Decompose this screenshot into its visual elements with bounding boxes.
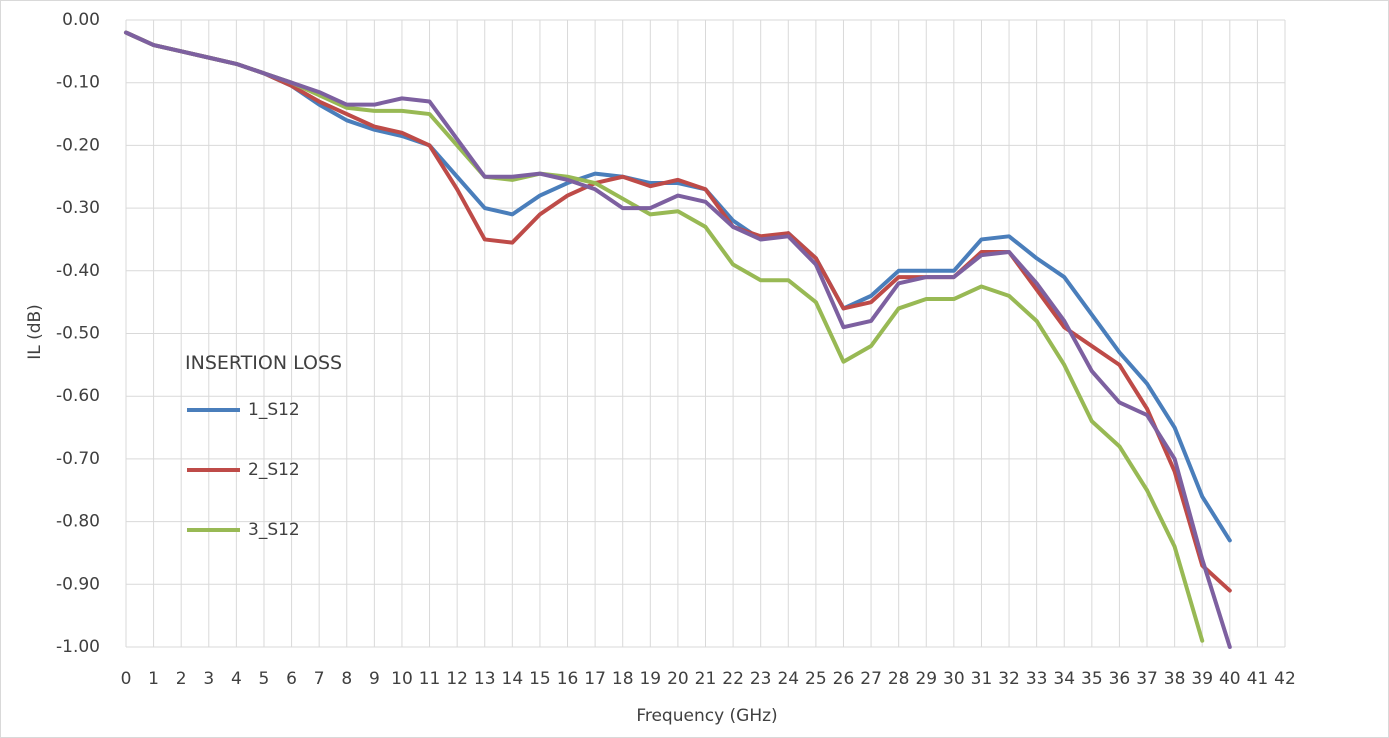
x-tick-label: 20 bbox=[667, 669, 689, 689]
x-tick-label: 13 bbox=[474, 669, 496, 689]
x-tick-label: 42 bbox=[1274, 669, 1296, 689]
x-tick-label: 32 bbox=[998, 669, 1020, 689]
x-tick-label: 31 bbox=[971, 669, 993, 689]
x-tick-label: 40 bbox=[1219, 669, 1241, 689]
y-tick-label: -1.00 bbox=[56, 637, 100, 657]
x-tick-label: 9 bbox=[369, 669, 380, 689]
x-tick-label: 15 bbox=[529, 669, 551, 689]
y-tick-label: 0.00 bbox=[62, 10, 100, 30]
legend-label: 1_S12 bbox=[248, 400, 300, 420]
y-tick-label: -0.80 bbox=[56, 512, 100, 532]
x-tick-label: 24 bbox=[777, 669, 799, 689]
x-tick-label: 25 bbox=[805, 669, 827, 689]
y-tick-label: -0.70 bbox=[56, 449, 100, 469]
grid bbox=[125, 19, 1286, 648]
legend-swatch bbox=[187, 528, 240, 532]
y-tick-label: -0.20 bbox=[56, 135, 100, 155]
x-tick-label: 39 bbox=[1191, 669, 1213, 689]
y-tick-label: -0.60 bbox=[56, 386, 100, 406]
legend-swatch bbox=[187, 408, 240, 412]
x-tick-label: 33 bbox=[1026, 669, 1048, 689]
x-axis-title: Frequency (GHz) bbox=[636, 706, 777, 726]
legend-label: 3_S12 bbox=[248, 520, 300, 540]
x-tick-label: 23 bbox=[750, 669, 772, 689]
legend-title: INSERTION LOSS bbox=[185, 352, 343, 374]
x-tick-label: 3 bbox=[203, 669, 214, 689]
x-tick-label: 12 bbox=[446, 669, 468, 689]
x-tick-label: 6 bbox=[286, 669, 297, 689]
x-tick-label: 11 bbox=[419, 669, 441, 689]
x-tick-label: 35 bbox=[1081, 669, 1103, 689]
series-line bbox=[124, 30, 1232, 593]
x-tick-label: 22 bbox=[722, 669, 744, 689]
x-tick-label: 7 bbox=[314, 669, 325, 689]
x-tick-label: 19 bbox=[639, 669, 661, 689]
y-tick-label: -0.40 bbox=[56, 261, 100, 281]
x-tick-label: 29 bbox=[915, 669, 937, 689]
x-tick-label: 18 bbox=[612, 669, 634, 689]
x-tick-label: 41 bbox=[1247, 669, 1269, 689]
x-tick-label: 17 bbox=[584, 669, 606, 689]
x-tick-label: 16 bbox=[557, 669, 579, 689]
x-tick-label: 4 bbox=[231, 669, 242, 689]
x-tick-label: 37 bbox=[1136, 669, 1158, 689]
x-tick-label: 5 bbox=[259, 669, 270, 689]
legend-label: 2_S12 bbox=[248, 460, 300, 480]
legend-swatch bbox=[187, 468, 240, 472]
x-tick-label: 28 bbox=[888, 669, 910, 689]
y-tick-label: -0.30 bbox=[56, 198, 100, 218]
y-axis-title: IL (dB) bbox=[25, 304, 45, 360]
x-tick-label: 1 bbox=[148, 669, 159, 689]
y-tick-label: -0.10 bbox=[56, 73, 100, 93]
x-tick-label: 34 bbox=[1053, 669, 1075, 689]
x-tick-label: 36 bbox=[1109, 669, 1131, 689]
x-tick-label: 27 bbox=[860, 669, 882, 689]
series-line bbox=[124, 30, 1232, 649]
x-tick-label: 30 bbox=[943, 669, 965, 689]
series-line bbox=[124, 30, 1205, 643]
x-tick-label: 26 bbox=[833, 669, 855, 689]
x-tick-label: 8 bbox=[341, 669, 352, 689]
x-tick-label: 38 bbox=[1164, 669, 1186, 689]
y-tick-label: -0.50 bbox=[56, 324, 100, 344]
x-tick-label: 21 bbox=[695, 669, 717, 689]
x-tick-label: 14 bbox=[502, 669, 524, 689]
x-tick-label: 2 bbox=[176, 669, 187, 689]
x-tick-label: 10 bbox=[391, 669, 413, 689]
x-tick-label: 0 bbox=[121, 669, 132, 689]
y-tick-label: -0.90 bbox=[56, 574, 100, 594]
legend: INSERTION LOSS 1_S12 2_S12 3_S12 bbox=[185, 352, 343, 540]
